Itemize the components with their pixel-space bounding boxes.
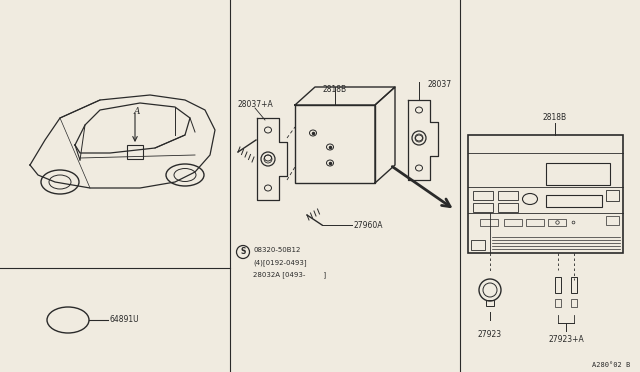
- Text: 27923+A: 27923+A: [548, 335, 584, 344]
- Bar: [480, 219, 498, 226]
- Text: 28032A [0493-        ]: 28032A [0493- ]: [253, 272, 326, 278]
- Text: 28037: 28037: [427, 80, 451, 89]
- Bar: [606, 190, 619, 201]
- Bar: [468, 135, 623, 253]
- Bar: [546, 163, 610, 185]
- Bar: [571, 299, 577, 307]
- Bar: [555, 277, 561, 293]
- Text: 2818B: 2818B: [543, 113, 567, 122]
- Bar: [504, 219, 522, 226]
- Text: 08320-50B12: 08320-50B12: [253, 247, 300, 253]
- Text: 27960A: 27960A: [354, 221, 383, 230]
- Bar: [555, 299, 561, 307]
- Bar: [526, 219, 544, 226]
- Bar: [548, 219, 566, 226]
- Bar: [473, 203, 493, 212]
- Text: 27923: 27923: [478, 330, 502, 339]
- Bar: [498, 203, 518, 212]
- Text: S: S: [240, 247, 246, 257]
- Text: 64891U: 64891U: [110, 315, 140, 324]
- Bar: [498, 191, 518, 200]
- Bar: [606, 216, 619, 225]
- Bar: [295, 105, 375, 183]
- Text: A: A: [134, 107, 140, 116]
- Text: 2818B: 2818B: [323, 85, 347, 94]
- Text: (4)[0192-0493]: (4)[0192-0493]: [253, 260, 307, 266]
- Bar: [486, 300, 494, 306]
- Bar: [471, 240, 485, 250]
- Bar: [127, 145, 143, 159]
- Text: A280°02 B: A280°02 B: [592, 362, 630, 368]
- Bar: [473, 191, 493, 200]
- Bar: [546, 195, 602, 207]
- Bar: [571, 277, 577, 293]
- Text: 28037+A: 28037+A: [238, 100, 274, 109]
